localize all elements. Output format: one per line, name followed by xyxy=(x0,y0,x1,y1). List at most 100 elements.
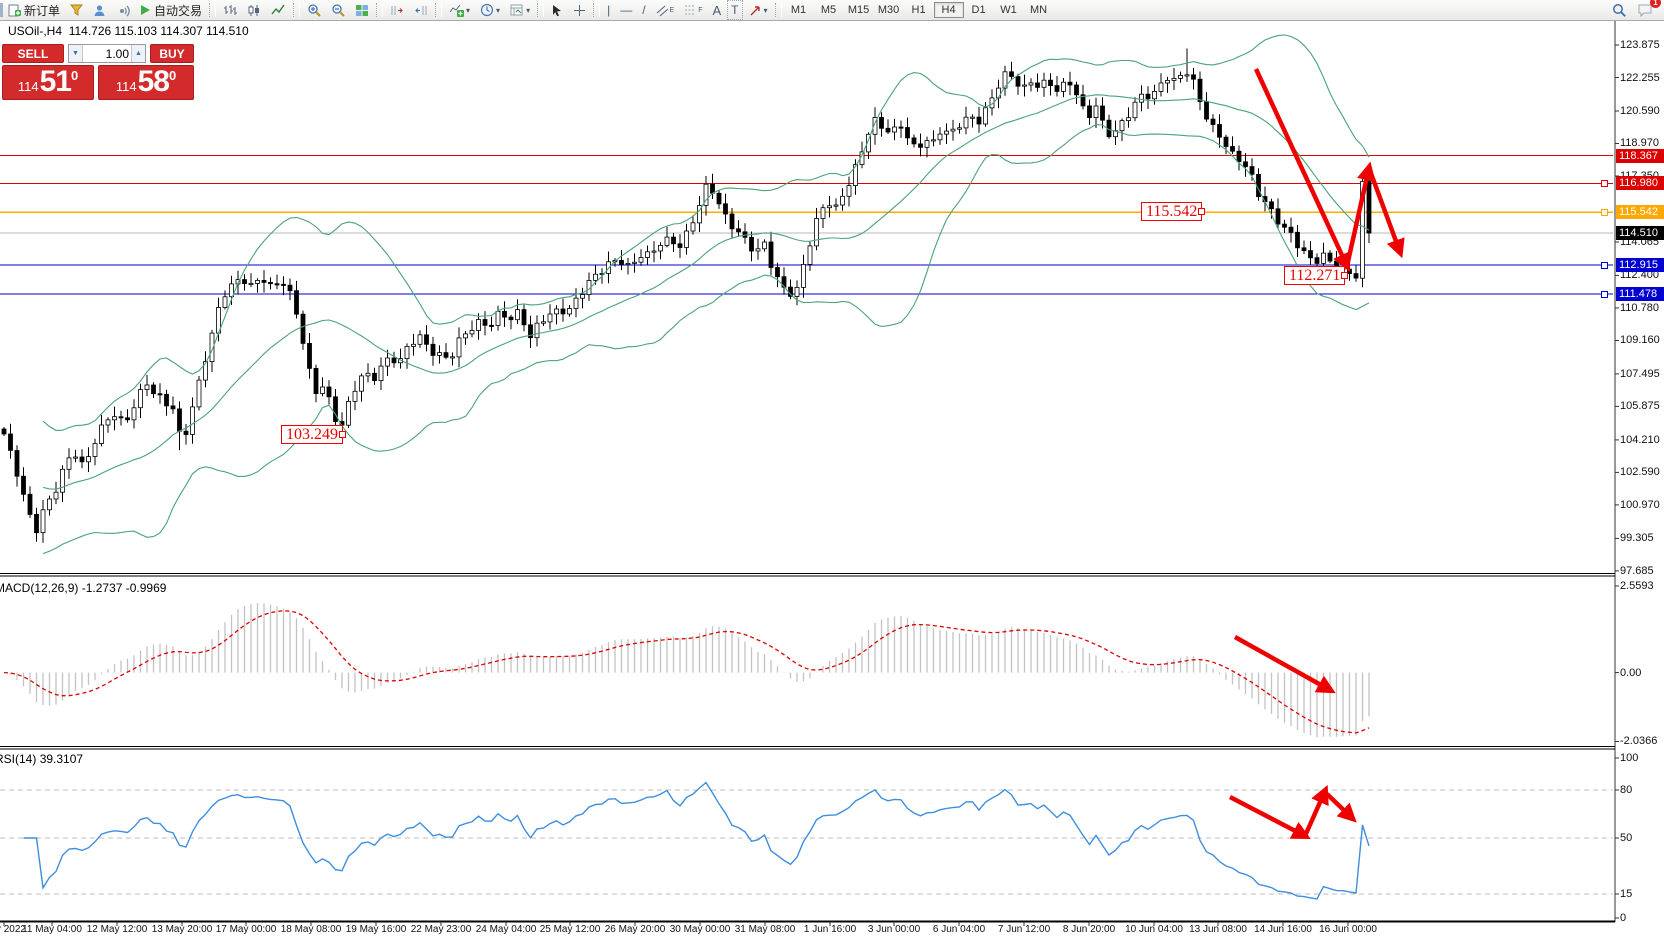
auto-scroll-icon xyxy=(415,5,427,15)
arrows-tool-button[interactable]: ▾ xyxy=(745,0,772,20)
timeframe-button-mn[interactable]: MN xyxy=(1029,4,1048,16)
hline-anchor-handle[interactable] xyxy=(1601,180,1608,187)
fibonacci-tool-button[interactable]: F xyxy=(680,0,706,20)
market-watch-button[interactable] xyxy=(66,0,87,20)
fibonacci-icon xyxy=(685,5,696,14)
rsi-axis-tick: 50 xyxy=(1620,832,1633,844)
timeframe-button-m1[interactable]: M1 xyxy=(790,4,807,16)
candlestick-icon xyxy=(248,4,260,16)
timeframe-button-m15[interactable]: M15 xyxy=(847,4,870,16)
time-axis-label: 3 Jun 00:00 xyxy=(867,924,921,935)
rsi-axis-tick: 15 xyxy=(1620,888,1633,900)
line-chart-mode-button[interactable] xyxy=(267,0,290,20)
horizontal-line-tool-button[interactable]: — xyxy=(620,3,633,17)
candlestick-mode-button[interactable] xyxy=(243,0,265,20)
clock-icon xyxy=(480,3,494,17)
trendline-tool-button[interactable]: / xyxy=(642,3,646,17)
timeframe-button-h1[interactable]: H1 xyxy=(911,4,926,16)
vertical-line-tool-button[interactable]: | xyxy=(607,3,611,17)
chart-price-annotation[interactable]: 103.249 xyxy=(281,425,346,444)
profile-button[interactable] xyxy=(89,0,110,20)
time-axis-label: 22 May 23:00 xyxy=(410,924,472,935)
toolbar-separator xyxy=(537,3,545,17)
notifications-button[interactable]: 1 xyxy=(1633,0,1661,20)
sell-price-sup: 0 xyxy=(70,68,79,83)
signals-button[interactable] xyxy=(112,0,134,20)
dropdown-caret-icon: ▾ xyxy=(526,5,531,15)
chart-title: USOil-,H4 114.726 115.103 114.307 114.51… xyxy=(8,24,249,38)
toolbar-separator xyxy=(209,3,217,17)
buy-price-display[interactable]: 114 58 0 xyxy=(98,65,194,100)
periods-button[interactable]: ▾ xyxy=(476,0,504,20)
time-axis-label: 18 May 08:00 xyxy=(280,924,342,935)
notification-count-badge: 1 xyxy=(1650,0,1661,8)
crosshair-tool-button[interactable] xyxy=(569,0,590,20)
zoom-out-button[interactable] xyxy=(327,0,349,20)
lot-increase-button[interactable]: ▲ xyxy=(131,45,145,62)
channel-tool-button[interactable]: E xyxy=(652,0,679,20)
fib-f-tag: F xyxy=(698,6,703,14)
new-order-button[interactable]: 新订单 xyxy=(4,0,64,20)
timeframe-button-w1[interactable]: W1 xyxy=(1000,4,1017,16)
time-axis-label: 31 May 08:00 xyxy=(734,924,796,935)
chart-price-annotation[interactable]: 115.542 xyxy=(1141,202,1206,221)
lot-size-control: ▼ ▲ xyxy=(68,44,146,63)
main-price-pane xyxy=(0,34,1613,555)
lot-decrease-button[interactable]: ▼ xyxy=(69,45,83,62)
hline-anchor-handle[interactable] xyxy=(1601,291,1608,298)
sell-button[interactable]: SELL xyxy=(2,44,64,63)
timeframe-button-m30[interactable]: M30 xyxy=(877,4,900,16)
new-order-label: 新订单 xyxy=(24,3,61,18)
price-axis-tick: 122.255 xyxy=(1620,72,1660,84)
macd-indicator-name: MACD(12,26,9) xyxy=(0,581,79,595)
auto-scroll-button[interactable] xyxy=(410,0,432,20)
tile-windows-button[interactable] xyxy=(351,0,373,20)
time-axis-label: 17 May 00:00 xyxy=(215,924,277,935)
timeframe-button-d1[interactable]: D1 xyxy=(971,4,986,16)
sell-price-big: 51 xyxy=(39,65,72,98)
hline-price-badge: 115.542 xyxy=(1616,205,1664,219)
chart-price-annotation[interactable]: 112.271 xyxy=(1284,266,1349,285)
arrows-icon xyxy=(750,5,760,15)
templates-button[interactable]: ▾ xyxy=(506,0,534,20)
bar-chart-mode-button[interactable] xyxy=(219,0,241,20)
auto-trading-button[interactable]: 自动交易 xyxy=(136,0,206,20)
price-axis-tick: 97.685 xyxy=(1620,565,1654,577)
time-axis-label: 6 Jun 04:00 xyxy=(932,924,986,935)
rsi-axis-tick: 80 xyxy=(1620,784,1633,796)
search-button[interactable] xyxy=(1608,0,1631,20)
timeframe-button-h4[interactable]: H4 xyxy=(933,2,964,18)
buy-price-big: 58 xyxy=(137,65,170,98)
macd-axis-tick: 0.00 xyxy=(1620,667,1642,679)
hline-anchor-handle[interactable] xyxy=(1601,262,1608,269)
chart-ohlc-values: 114.726 115.103 114.307 114.510 xyxy=(68,24,249,38)
price-axis-tick: 123.875 xyxy=(1620,39,1660,51)
macd-pane-label: MACD(12,26,9) -1.2737 -0.9969 xyxy=(0,581,166,595)
hline-anchor-handle[interactable] xyxy=(1601,209,1608,216)
timeframe-button-m5[interactable]: M5 xyxy=(820,4,837,16)
buy-button[interactable]: BUY xyxy=(150,44,194,63)
macd-indicator-values: -1.2737 -0.9969 xyxy=(81,581,167,595)
text-tool-button[interactable]: A xyxy=(712,2,722,18)
search-icon xyxy=(1613,3,1626,17)
toolbar-right-group: 1 xyxy=(1607,0,1664,20)
lot-size-input[interactable] xyxy=(83,45,131,62)
chart-shift-icon xyxy=(391,5,403,15)
new-order-icon xyxy=(8,4,21,16)
hline-price-badge: 114.510 xyxy=(1616,226,1664,240)
profile-icon xyxy=(94,4,105,16)
tile-windows-icon xyxy=(356,4,369,16)
toolbar-separator xyxy=(774,3,782,17)
hline-price-badge: 116.980 xyxy=(1616,176,1664,190)
chart-shift-button[interactable] xyxy=(386,0,408,20)
macd-axis-tick: 2.5593 xyxy=(1620,580,1654,592)
main-toolbar: 新订单 自动交易 xyxy=(0,0,1664,21)
zoom-in-button[interactable] xyxy=(303,0,325,20)
auto-trading-label: 自动交易 xyxy=(154,3,203,18)
text-label-tool-button[interactable]: T xyxy=(727,0,743,20)
annotation-anchor-handle xyxy=(1341,272,1349,279)
indicators-button[interactable]: ▾ xyxy=(445,0,474,20)
cursor-tool-button[interactable] xyxy=(547,0,567,20)
sell-price-display[interactable]: 114 51 0 xyxy=(2,65,94,100)
